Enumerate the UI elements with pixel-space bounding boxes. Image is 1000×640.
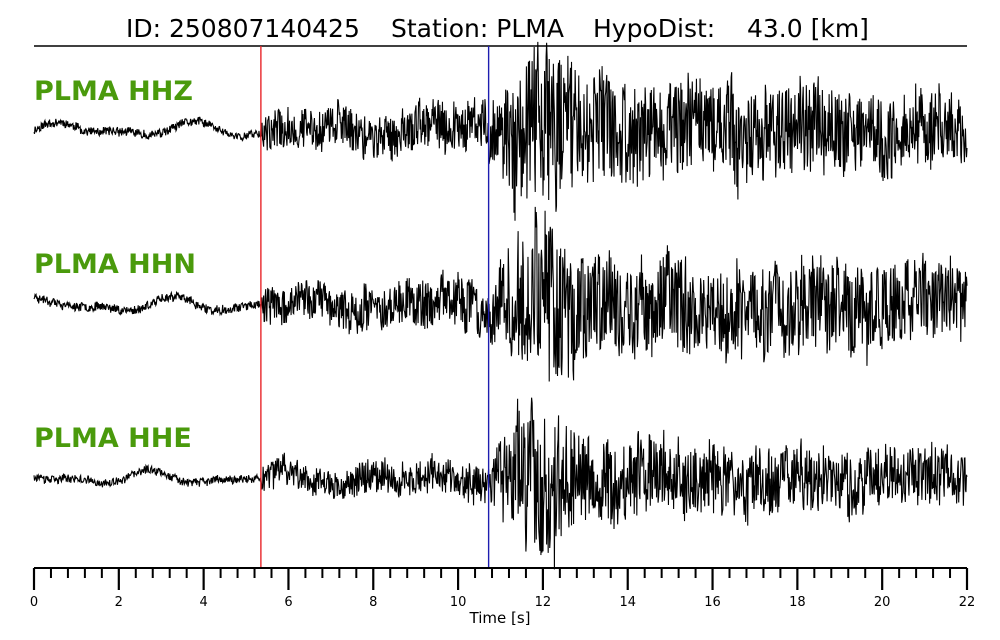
tick-label: 2 [115,595,123,610]
tick-label: 0 [30,595,38,610]
trace-label-hhz: PLMA HHZ [34,76,193,107]
tick-label: 8 [369,595,377,610]
station-text: Station: PLMA [391,14,564,43]
tick-label: 22 [959,595,976,610]
trace-hhn [33,206,968,382]
x-axis-label: Time [s] [469,609,531,627]
event-id-text: ID: 250807140425 [126,14,360,43]
tick-label: 10 [450,595,467,610]
traces-group [33,41,968,570]
hypo-distance-text: HypoDist: 43.0 [km] [593,14,869,43]
trace-hhe [33,397,968,570]
major-ticks [32,568,969,590]
trace-label-hhn: PLMA HHN [34,249,196,280]
tick-label: 18 [789,595,806,610]
minor-ticks [49,568,952,578]
tick-label: 14 [619,595,636,610]
tick-labels: 0 2 4 6 8 10 12 14 16 18 20 22 [30,595,975,610]
trace-label-hhe: PLMA HHE [34,423,192,454]
tick-label: 16 [704,595,721,610]
tick-label: 12 [535,595,552,610]
tick-label: 4 [199,595,207,610]
trace-hhz [33,41,968,221]
tick-label: 20 [874,595,891,610]
tick-label: 6 [284,595,292,610]
time-axis: 0 2 4 6 8 10 12 14 16 18 20 22 [30,567,975,610]
